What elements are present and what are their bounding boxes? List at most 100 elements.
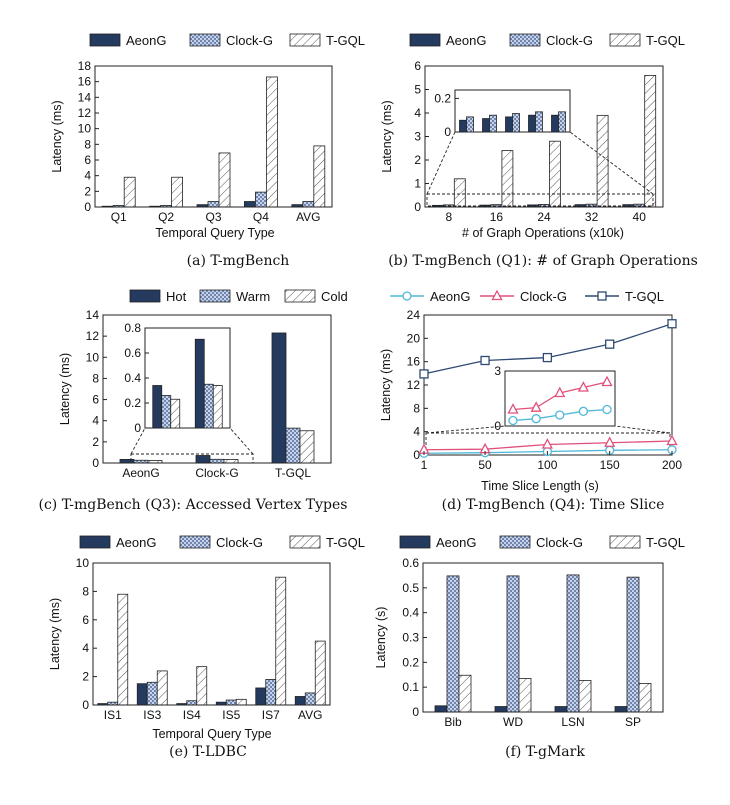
legend-swatch	[289, 535, 321, 549]
y-tick-label: 8	[413, 401, 420, 415]
line-point	[554, 386, 566, 398]
plot-frame	[102, 314, 332, 464]
a-bar	[171, 176, 184, 208]
legend-swatch	[179, 535, 211, 549]
y-axis-label: Latency (ms)	[379, 349, 393, 421]
x-tick-label: 1	[421, 458, 428, 472]
c-bar	[119, 459, 135, 464]
y-tick-label: 16	[407, 355, 421, 369]
x-tick-label: 40	[633, 210, 647, 224]
legend-swatch	[129, 289, 161, 303]
x-tick-label: 100	[537, 458, 557, 472]
b-inset-bar	[489, 114, 497, 133]
y-tick-label: 18	[78, 59, 92, 73]
legend-label: Warm	[236, 289, 270, 304]
y-axis-label: Latency (ms)	[50, 100, 64, 172]
y-tick-label: 2	[82, 670, 89, 684]
zoom-region	[426, 193, 654, 207]
x-tick-label: IS4	[183, 708, 201, 722]
legend-label: T-GQL	[326, 535, 365, 550]
f-bar	[566, 574, 580, 713]
b-bar	[596, 114, 609, 208]
c-bar	[209, 458, 225, 464]
line-point	[577, 381, 589, 392]
x-tick-label: Bib	[444, 715, 462, 729]
b-inset-bar	[551, 114, 559, 133]
x-tick-label: 16	[490, 210, 504, 224]
x-tick-label: Q3	[205, 210, 221, 224]
x-tick-label: Q2	[158, 210, 174, 224]
e-bar	[117, 593, 129, 706]
legend-swatch	[189, 33, 221, 47]
x-axis-label: Temporal Query Type	[155, 226, 274, 240]
inset-y-tick-label: 0	[494, 419, 501, 433]
c-inset-bar	[203, 383, 214, 429]
x-tick-label: SP	[625, 715, 641, 729]
inset-y-tick-label: 0	[134, 421, 141, 435]
y-tick-label: 6	[84, 153, 91, 167]
inset-y-tick-label: 0	[444, 125, 451, 139]
y-tick-label: 14	[78, 90, 92, 104]
line-point	[605, 339, 615, 349]
legend-label: Hot	[166, 289, 187, 304]
legend-label: Cold	[321, 289, 348, 304]
x-tick-label: 32	[585, 210, 599, 224]
y-tick-label: 10	[76, 556, 90, 570]
y-tick-label: 0	[414, 200, 421, 214]
legend-label: AeonG	[436, 535, 476, 550]
legend-label: AeonG	[116, 535, 156, 550]
line-point	[578, 406, 589, 416]
zoom-indicator	[130, 427, 254, 464]
zoom-connector	[569, 131, 654, 195]
x-tick-label: Clock-G	[195, 466, 238, 480]
y-tick-label: 4	[92, 414, 99, 428]
axes: 0 4 8 12 16 20 24 Latency (ms) Time Slice Length…	[379, 308, 673, 513]
y-tick-label: 4	[413, 425, 420, 439]
e-bar	[275, 576, 287, 706]
e-bar	[235, 698, 247, 706]
b-inset-bar	[535, 111, 543, 133]
y-tick-label: 0	[82, 698, 89, 712]
y-axis-label: Latency (ms)	[58, 353, 72, 425]
legend-swatch	[289, 33, 321, 47]
y-tick-label: 0.5	[402, 581, 419, 595]
line-point	[604, 436, 616, 447]
legend-label: AeonG	[126, 33, 166, 48]
legend-swatch	[409, 33, 441, 47]
legend: AeonG Clock-G T-GQL	[79, 535, 365, 550]
chart-caption: (c) T-mgBench (Q3): Accessed Vertex Type…	[39, 497, 348, 513]
f-bar	[614, 706, 628, 713]
c-inset-bar	[152, 385, 163, 429]
zoom-connector	[426, 131, 456, 195]
x-tick-label: IS7	[262, 708, 280, 722]
y-tick-label: 0.4	[402, 606, 419, 620]
y-tick-label: 0	[84, 200, 91, 214]
legend-swatch	[199, 289, 231, 303]
inset-y-tick-label: 0.6	[124, 346, 141, 360]
legend-label: Clock-G	[216, 535, 263, 550]
x-axis-label: # of Graph Operations (x10k)	[462, 226, 624, 240]
y-tick-label: 12	[86, 329, 100, 343]
b-inset-bar	[505, 116, 513, 133]
line-point	[666, 434, 678, 446]
y-tick-label: 8	[92, 371, 99, 385]
x-tick-label: 150	[600, 458, 620, 472]
f-bar	[578, 680, 592, 713]
legend-label: Clock-G	[536, 535, 583, 550]
line-point	[597, 291, 607, 301]
b-bar	[501, 150, 514, 208]
x-tick-label: 24	[537, 210, 551, 224]
y-axis-label: Latency (ms)	[380, 100, 394, 172]
inset-y-tick-label: 0.2	[434, 91, 451, 105]
line-point	[508, 415, 518, 426]
f-bar	[554, 706, 568, 713]
line-point	[402, 291, 412, 301]
y-tick-label: 6	[92, 393, 99, 407]
b-inset-bar	[466, 116, 474, 133]
y-tick-label: 0.1	[402, 680, 419, 694]
x-tick-label: AVG	[296, 210, 320, 224]
y-tick-label: 10	[86, 350, 100, 364]
line-point	[541, 438, 553, 449]
chart-caption: (d) T-mgBench (Q4): Time Slice	[442, 497, 665, 513]
